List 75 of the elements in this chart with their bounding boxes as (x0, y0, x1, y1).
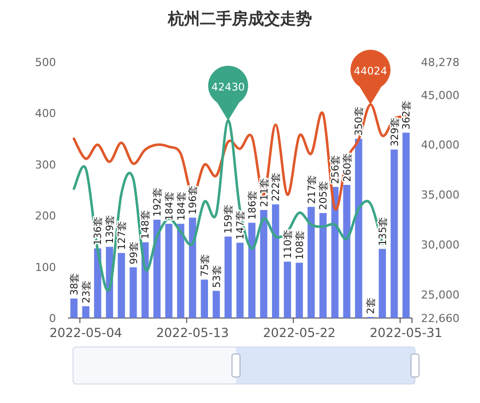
data-label: 256套 (329, 154, 342, 184)
y2-tick-label: 25,000 (421, 288, 460, 302)
x-tick-label: 2022-05-22 (262, 325, 336, 340)
bar (177, 224, 184, 318)
data-label: 135套 (376, 216, 389, 246)
y-tick-label: 200 (35, 210, 56, 223)
y-tick-label: 500 (35, 56, 56, 69)
bar (70, 298, 78, 318)
bar (200, 280, 208, 318)
y2-tick-label: 45,000 (421, 88, 460, 102)
data-label: 184套 (175, 192, 188, 221)
bar (188, 218, 196, 318)
data-label: 350套 (353, 106, 366, 136)
y-tick-label: 0 (49, 312, 56, 325)
data-label: 136套 (92, 216, 104, 246)
x-tick-label: 2022-05-31 (370, 325, 442, 340)
bar (82, 306, 90, 318)
bar (390, 150, 398, 318)
y2-tick-label: 30,000 (421, 238, 460, 252)
bar (308, 206, 315, 318)
bar (236, 242, 244, 318)
bar (402, 132, 410, 318)
data-label: 186套 (246, 190, 258, 220)
bar (319, 213, 327, 318)
bar (355, 138, 362, 318)
data-label: 148套 (140, 210, 152, 240)
bar (284, 262, 292, 318)
data-label: 205套 (318, 180, 330, 210)
y-tick-label: 400 (35, 107, 56, 120)
data-label: 23套 (80, 280, 92, 304)
data-label: 192套 (152, 188, 164, 217)
data-label: 159套 (222, 204, 235, 234)
data-label: 329套 (388, 117, 401, 147)
x-tick-label: 2022-05-04 (49, 325, 122, 340)
bar (118, 252, 125, 318)
data-label: 211套 (258, 178, 270, 207)
y2-tick-label: 48,278 (421, 56, 460, 69)
x-tick-label: 2022-05-13 (156, 325, 229, 340)
data-label: 184套 (163, 192, 176, 221)
pin: 42430 (208, 66, 248, 120)
bar (260, 210, 268, 318)
bar (296, 262, 303, 318)
bar (343, 184, 350, 318)
pin: 44024 (350, 50, 390, 104)
data-label: 217套 (306, 174, 318, 204)
bar (153, 220, 161, 318)
y-tick-label: 300 (35, 158, 56, 172)
bar (212, 290, 220, 318)
bar (165, 224, 172, 318)
data-label: 260套 (341, 152, 354, 182)
y2-tick-label: 35,000 (421, 188, 460, 202)
data-label: 127套 (116, 220, 128, 250)
y2-tick-label: 40,000 (421, 138, 460, 152)
data-label: 53套 (210, 265, 223, 288)
data-label: 44024 (354, 66, 388, 78)
bar (224, 236, 232, 318)
bar (248, 222, 256, 318)
data-label: 75套 (199, 254, 212, 277)
chart-title: 杭州二手房成交走势 (167, 9, 312, 28)
data-label: 196套 (187, 186, 200, 215)
data-label: 362套 (400, 100, 413, 130)
data-label: 2套 (365, 298, 378, 314)
bar (130, 267, 137, 318)
y-tick-label: 100 (35, 260, 56, 274)
data-label: 222套 (270, 172, 282, 202)
y2-tick-label: 22,660 (421, 312, 460, 325)
data-label: 38套 (68, 272, 81, 296)
bar (272, 204, 280, 318)
data-label: 108套 (294, 230, 306, 260)
data-label: 110套 (282, 230, 294, 259)
bar (378, 248, 386, 318)
data-label: 99套 (128, 242, 140, 264)
data-label: 139套 (104, 214, 116, 244)
data-label: 147套 (234, 210, 247, 240)
data-label: 42430 (211, 81, 245, 94)
